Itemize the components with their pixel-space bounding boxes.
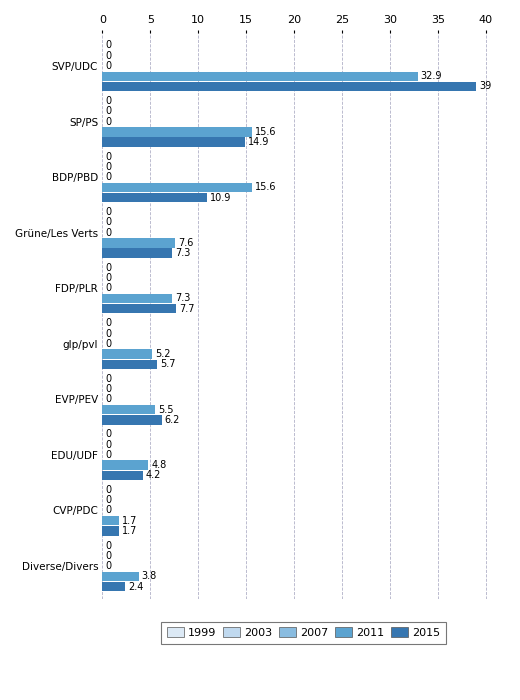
- Text: 0: 0: [105, 41, 111, 50]
- Text: 7.6: 7.6: [178, 238, 193, 248]
- Text: 0: 0: [105, 374, 111, 384]
- Text: 4.8: 4.8: [151, 460, 166, 470]
- Text: 0: 0: [105, 61, 111, 71]
- Bar: [102, 127, 252, 136]
- Legend: 1999, 2003, 2007, 2011, 2015: 1999, 2003, 2007, 2011, 2015: [162, 622, 446, 644]
- Text: 0: 0: [105, 273, 111, 283]
- Text: 0: 0: [105, 561, 111, 571]
- Text: 0: 0: [105, 207, 111, 217]
- Text: 3.8: 3.8: [141, 571, 157, 581]
- Text: 0: 0: [105, 485, 111, 495]
- Text: 39: 39: [479, 81, 491, 92]
- Text: 0: 0: [105, 495, 111, 505]
- Bar: [102, 82, 476, 91]
- Bar: [102, 193, 207, 202]
- Bar: [102, 470, 142, 480]
- Text: 0: 0: [105, 394, 111, 405]
- Text: 6.2: 6.2: [165, 415, 180, 425]
- Bar: [102, 238, 175, 248]
- Bar: [102, 304, 176, 314]
- Text: 4.2: 4.2: [146, 470, 161, 480]
- Text: 0: 0: [105, 339, 111, 349]
- Text: 7.3: 7.3: [175, 293, 190, 304]
- Text: 1.7: 1.7: [122, 516, 137, 526]
- Text: 5.5: 5.5: [158, 405, 173, 414]
- Text: 7.3: 7.3: [175, 248, 190, 258]
- Bar: [102, 526, 119, 536]
- Bar: [102, 71, 418, 81]
- Bar: [102, 248, 172, 258]
- Text: 0: 0: [105, 440, 111, 449]
- Bar: [102, 405, 155, 414]
- Text: 5.2: 5.2: [155, 349, 171, 359]
- Text: 0: 0: [105, 218, 111, 228]
- Text: 0: 0: [105, 228, 111, 238]
- Text: 10.9: 10.9: [210, 193, 231, 202]
- Bar: [102, 137, 245, 147]
- Text: 15.6: 15.6: [255, 183, 276, 193]
- Text: 0: 0: [105, 540, 111, 550]
- Bar: [102, 183, 252, 192]
- Text: 0: 0: [105, 284, 111, 293]
- Bar: [102, 582, 125, 591]
- Text: 32.9: 32.9: [421, 71, 442, 81]
- Text: 0: 0: [105, 429, 111, 440]
- Bar: [102, 360, 157, 369]
- Text: 0: 0: [105, 551, 111, 561]
- Text: 0: 0: [105, 172, 111, 182]
- Text: 0: 0: [105, 50, 111, 61]
- Bar: [102, 461, 148, 470]
- Text: 0: 0: [105, 162, 111, 172]
- Bar: [102, 294, 172, 303]
- Text: 0: 0: [105, 152, 111, 162]
- Text: 14.9: 14.9: [248, 137, 269, 147]
- Text: 0: 0: [105, 116, 111, 127]
- Text: 15.6: 15.6: [255, 127, 276, 136]
- Text: 0: 0: [105, 505, 111, 515]
- Text: 0: 0: [105, 318, 111, 328]
- Bar: [102, 516, 119, 526]
- Bar: [102, 572, 139, 581]
- Text: 2.4: 2.4: [128, 582, 144, 591]
- Text: 5.7: 5.7: [160, 359, 175, 370]
- Text: 0: 0: [105, 106, 111, 116]
- Bar: [102, 349, 152, 359]
- Text: 0: 0: [105, 450, 111, 460]
- Text: 0: 0: [105, 262, 111, 273]
- Text: 0: 0: [105, 96, 111, 106]
- Text: 0: 0: [105, 384, 111, 394]
- Text: 7.7: 7.7: [179, 304, 194, 314]
- Bar: [102, 415, 162, 425]
- Text: 1.7: 1.7: [122, 526, 137, 536]
- Text: 0: 0: [105, 328, 111, 339]
